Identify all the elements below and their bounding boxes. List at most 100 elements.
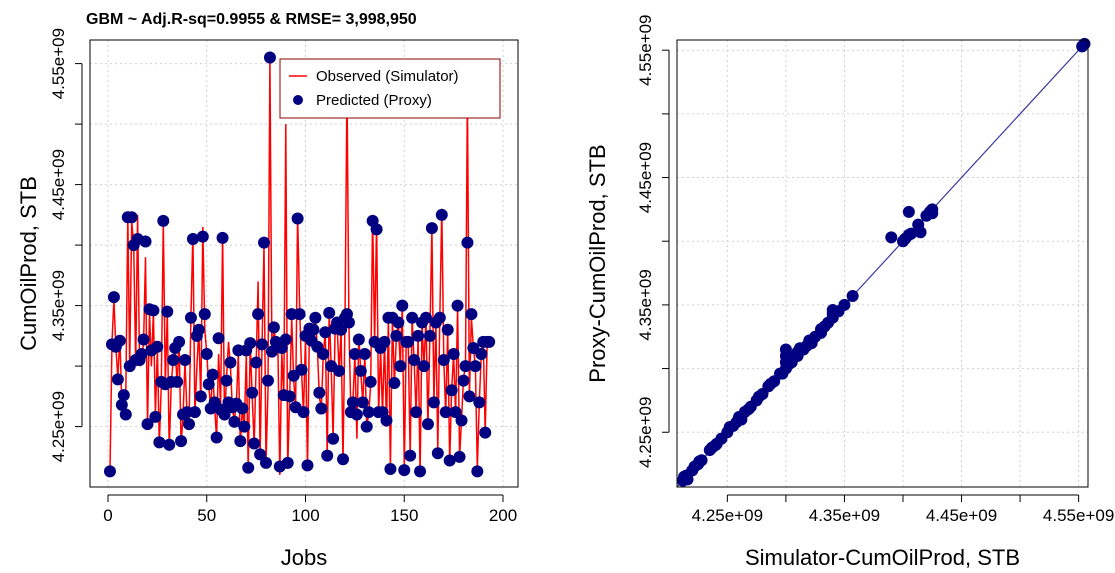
predicted-point [295, 363, 308, 376]
predicted-point [445, 384, 458, 397]
predicted-point [137, 333, 150, 346]
right-x-tick-label: 4.35e+09 [809, 506, 880, 525]
predicted-point [167, 354, 180, 367]
predicted-point [256, 338, 269, 351]
predicted-point [457, 374, 470, 387]
predicted-point [218, 408, 231, 421]
predicted-point [267, 321, 280, 334]
predicted-point [192, 323, 205, 336]
right-y-axis: 4.25e+09 4.35e+09 4.45e+09 4.55e+09 [636, 14, 670, 468]
predicted-point [317, 348, 330, 360]
scatter-point [926, 203, 939, 216]
right-gridlines [677, 40, 1088, 487]
predicted-point [196, 230, 209, 243]
left-x-tick-label: 100 [291, 506, 319, 525]
predicted-point [236, 402, 249, 415]
predicted-point [161, 305, 174, 318]
predicted-point [398, 464, 411, 477]
predicted-point [390, 329, 403, 342]
predicted-point [431, 447, 444, 460]
predicted-point [184, 311, 197, 324]
predicted-point [309, 311, 322, 324]
predicted-point [194, 390, 207, 403]
scatter-point [695, 454, 708, 467]
predicted-point [362, 406, 375, 419]
predicted-point [301, 459, 314, 472]
predicted-point [402, 335, 415, 348]
predicted-point [139, 235, 152, 248]
predicted-point [333, 364, 346, 377]
predicted-point [291, 212, 304, 225]
predicted-point [220, 374, 233, 387]
predicted-point [125, 211, 138, 224]
predicted-point [113, 334, 126, 347]
left-y-axis-title: CumOilProd, STB [16, 176, 41, 351]
predicted-point [248, 437, 261, 450]
predicted-point [352, 333, 365, 346]
predicted-point [404, 449, 417, 462]
predicted-point [425, 222, 438, 235]
predicted-point [449, 406, 462, 419]
predicted-point [198, 308, 211, 321]
right-x-axis: 4.25e+09 4.35e+09 4.45e+09 4.55e+09 [692, 494, 1114, 525]
predicted-point [141, 418, 154, 431]
predicted-point [433, 311, 446, 324]
predicted-point [186, 233, 199, 246]
predicted-point [471, 465, 484, 478]
predicted-point [173, 335, 186, 348]
predicted-point [356, 396, 369, 409]
predicted-point [153, 436, 166, 449]
predicted-series-points [103, 51, 496, 478]
predicted-point [346, 396, 359, 409]
predicted-point [380, 414, 393, 427]
predicted-point [418, 360, 430, 373]
predicted-point [461, 236, 474, 249]
left-y-axis: 4.25e+09 4.35e+09 4.45e+09 4.55e+09 [49, 28, 83, 462]
left-x-axis-title: Jobs [281, 545, 327, 570]
predicted-point [342, 316, 355, 329]
right-y-tick-label: 4.25e+09 [636, 397, 655, 468]
legend-point-swatch [293, 95, 303, 105]
predicted-point [224, 356, 237, 369]
predicted-point [412, 329, 425, 342]
predicted-point [279, 333, 292, 346]
predicted-point [350, 408, 363, 421]
predicted-point [115, 398, 128, 411]
predicted-point [263, 51, 276, 64]
right-plot-frame [676, 39, 1089, 488]
scatter-point [902, 205, 915, 218]
scatter-point [905, 227, 918, 240]
predicted-point [244, 337, 257, 350]
left-plot-frame [89, 39, 519, 488]
left-y-tick-label: 4.35e+09 [49, 270, 68, 341]
left-panel-timeseries: 0 50 100 150 200 4.25e+09 4.35e+09 4.45e+09 4.5… [16, 11, 519, 570]
left-x-axis: 0 50 100 150 200 [103, 494, 517, 525]
predicted-point [370, 223, 383, 236]
predicted-point [242, 461, 255, 474]
predicted-point [111, 373, 124, 386]
predicted-point [313, 386, 326, 399]
left-y-tick-label: 4.45e+09 [49, 149, 68, 220]
predicted-point [297, 406, 310, 419]
left-x-tick-label: 0 [103, 506, 112, 525]
predicted-point [171, 375, 184, 388]
predicted-point [283, 390, 296, 403]
left-plot-title: GBM ~ Adj.R-sq=0.9955 & RMSE= 3,998,950 [86, 11, 417, 28]
predicted-point [151, 340, 164, 353]
predicted-point [384, 462, 397, 475]
predicted-point [135, 348, 148, 360]
predicted-point [465, 308, 478, 321]
scatter-point [846, 289, 859, 302]
predicted-point [103, 465, 116, 478]
right-y-tick-label: 4.55e+09 [636, 14, 655, 85]
scatter-point [838, 298, 851, 311]
predicted-point [188, 406, 201, 419]
predicted-point [147, 304, 160, 317]
predicted-point [463, 390, 476, 403]
predicted-point [396, 299, 409, 312]
left-x-tick-label: 200 [489, 506, 517, 525]
left-x-tick-label: 150 [390, 506, 418, 525]
predicted-point [414, 465, 427, 478]
predicted-point [107, 291, 120, 304]
